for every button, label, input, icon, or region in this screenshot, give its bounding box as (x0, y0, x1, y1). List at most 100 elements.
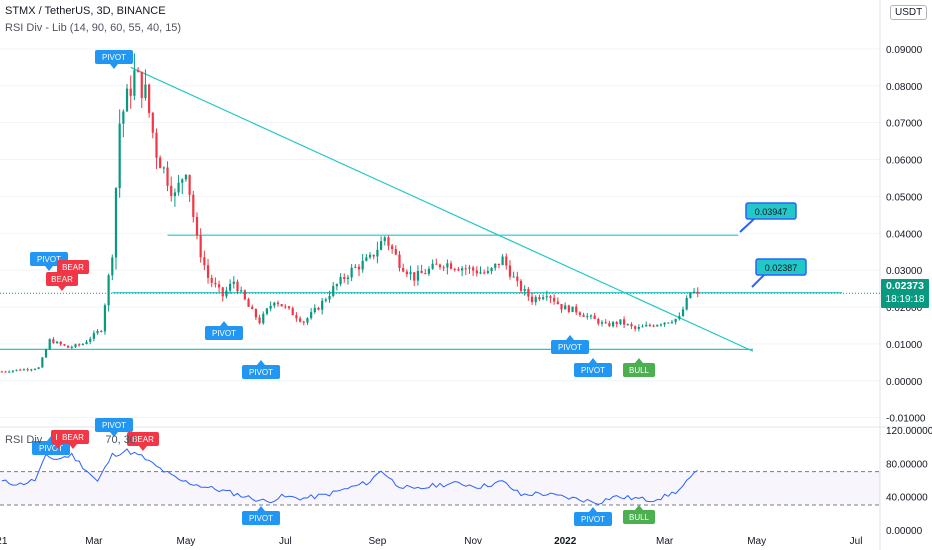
candle-body (243, 290, 246, 300)
candle-body (409, 272, 412, 275)
candle-body (133, 70, 136, 96)
time-axis-label: Mar (656, 536, 674, 547)
marker-box (574, 363, 612, 377)
candle-body (67, 345, 70, 348)
bull-marker: BULL (623, 505, 655, 524)
candle-body (8, 371, 11, 373)
candle-body (611, 322, 615, 327)
candle-body (435, 263, 438, 265)
candle-body (125, 88, 129, 112)
candle-body (663, 322, 666, 325)
marker-arrow (257, 506, 265, 511)
time-axis-label: Nov (464, 536, 482, 547)
candle-body (685, 297, 688, 310)
candle-body (468, 267, 471, 269)
candle-body (284, 306, 287, 308)
candle-body (501, 256, 504, 266)
candle-body (343, 277, 346, 280)
marker-label: BEAR (51, 275, 73, 284)
last-price-value: 0.02373 (886, 280, 924, 292)
candle-body (420, 270, 423, 274)
trendlines (130, 66, 754, 352)
callout-box (755, 258, 807, 276)
candle-body (199, 235, 202, 258)
candle-body (33, 368, 37, 370)
rsi-line (1, 448, 698, 505)
candle-body (457, 269, 460, 271)
candle-body (85, 341, 88, 345)
marker-arrow (54, 444, 62, 449)
candle-body (63, 344, 66, 346)
marker-box (623, 363, 655, 377)
price-axis-label: 0.09000 (886, 45, 923, 56)
callout-pointer (751, 274, 765, 288)
marker-label: PIVOT (37, 255, 61, 264)
candle-body (258, 317, 261, 324)
candle-body (586, 315, 589, 317)
marker-label: PIVOT (102, 53, 126, 62)
candle-body (637, 327, 640, 329)
candle-body (103, 305, 107, 332)
candle-body (55, 341, 59, 344)
candle-body (394, 249, 397, 255)
candle-body (508, 265, 512, 277)
marker-box (623, 510, 655, 524)
candle-body (494, 263, 497, 268)
candle-body (324, 299, 327, 301)
marker-arrow (58, 286, 66, 291)
candle-body (670, 322, 674, 324)
rsi-pane: PIVOTBBEARPIVOTBEARPIVOTPIVOTBULL (0, 418, 880, 526)
candle-body (427, 268, 431, 274)
marker-arrow (69, 444, 77, 449)
candle-body (240, 290, 243, 292)
price-axis-label: 0.00000 (886, 377, 923, 388)
pivot-marker: PIVOT (95, 50, 133, 69)
candle-body (107, 275, 110, 306)
candle-body (534, 297, 537, 303)
rsi-legend[interactable]: RSI Div 70, 30 (5, 434, 136, 446)
symbol-title[interactable]: STMX / TetherUS, 3D, BINANCE (5, 5, 166, 17)
marker-arrow (589, 358, 597, 363)
candle-body (177, 182, 180, 193)
currency-button[interactable]: USDT (890, 5, 928, 20)
marker-arrow (45, 266, 53, 271)
marker-box (127, 432, 159, 446)
candle-body (431, 263, 434, 269)
candle-body (634, 326, 637, 329)
candle-body (269, 305, 272, 309)
candle-body (313, 307, 316, 313)
pivot-marker: PIVOT (95, 418, 133, 437)
candle-body (446, 263, 449, 268)
last-price-badge: 0.02373 18:19:18 (881, 279, 929, 308)
time-axis-label: 2022 (554, 536, 577, 547)
candle-body (575, 306, 578, 313)
candle-body (619, 319, 622, 324)
candle-body (265, 308, 269, 314)
candle-body (170, 185, 173, 197)
candle-body (19, 369, 22, 371)
time-axis-label: Jul (850, 536, 863, 547)
pivot-marker: PIVOT (205, 321, 243, 340)
candle-body (516, 276, 519, 281)
marker-arrow (635, 505, 643, 510)
candle-body (81, 344, 84, 346)
candle-body (92, 333, 95, 339)
marker-box (95, 418, 133, 432)
candle-body (460, 268, 464, 271)
marker-label: PIVOT (249, 368, 273, 377)
price-axis-label: 0.06000 (886, 156, 923, 167)
indicator-legend[interactable]: RSI Div - Lib (14, 90, 60, 55, 40, 15) (5, 22, 182, 34)
candle-body (413, 272, 416, 281)
candle-body (597, 318, 600, 324)
price-axis: 0.09000 0.08000 0.07000 0.06000 0.05000 0.040… (886, 45, 926, 425)
candle-body (648, 324, 651, 326)
candle-body (357, 266, 361, 270)
candle-body (630, 324, 633, 327)
candle-body (332, 286, 335, 296)
bear-marker: BEAR (57, 430, 89, 449)
price-axis-label: 0.08000 (886, 82, 923, 93)
candle-body (151, 112, 154, 133)
marker-label: BEAR (62, 263, 84, 272)
candle-body (346, 277, 350, 280)
